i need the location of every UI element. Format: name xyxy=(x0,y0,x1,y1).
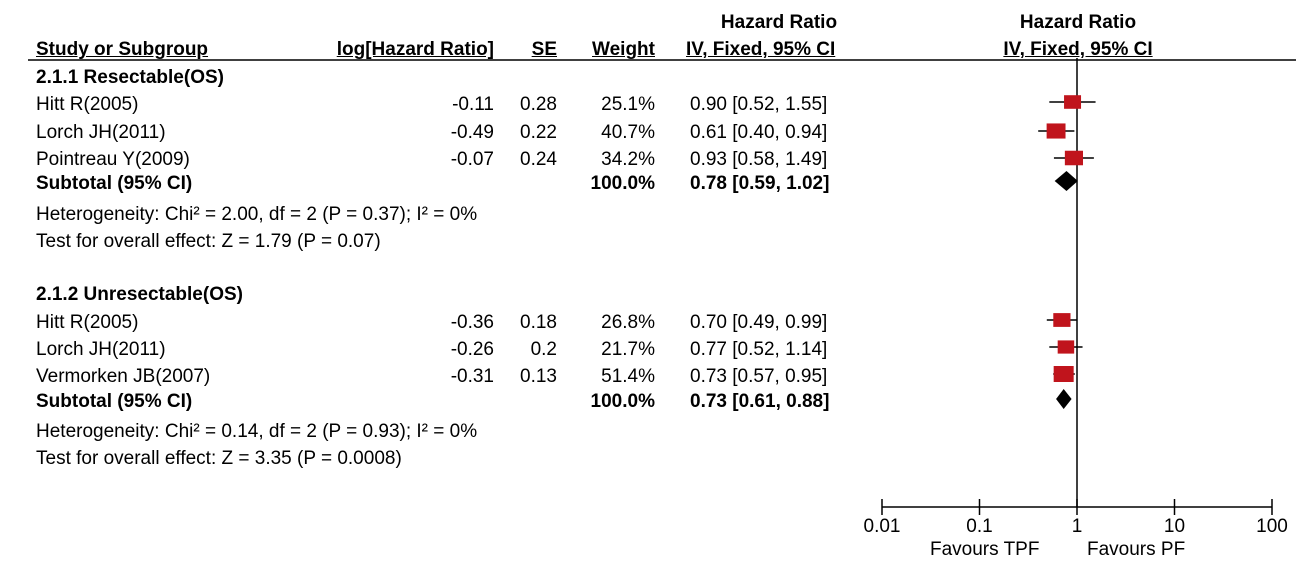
heterogeneity-text: Heterogeneity: Chi² = 0.14, df = 2 (P = … xyxy=(36,421,478,442)
subtotal-ci: 0.78 [0.59, 1.02] xyxy=(690,173,830,194)
study-se: 0.13 xyxy=(520,366,557,387)
study-marker xyxy=(1053,366,1074,382)
study-name: Lorch JH(2011) xyxy=(36,122,166,143)
study-loghr: -0.07 xyxy=(450,149,494,170)
study-weight: 26.8% xyxy=(601,312,655,333)
study-loghr: -0.31 xyxy=(450,366,494,387)
study-se: 0.2 xyxy=(530,339,557,360)
col-weight-header: Weight xyxy=(592,39,655,60)
x-tick-label: 10 xyxy=(1164,516,1185,537)
study-se: 0.28 xyxy=(520,94,557,115)
study-ci: 0.93 [0.58, 1.49] xyxy=(690,149,828,170)
x-tick-label: 1 xyxy=(1072,516,1083,537)
study-weight: 40.7% xyxy=(601,122,655,143)
overall-effect-text: Test for overall effect: Z = 1.79 (P = 0… xyxy=(36,231,381,252)
summary-diamond xyxy=(1056,389,1072,409)
study-ci: 0.70 [0.49, 0.99] xyxy=(690,312,828,333)
study-loghr: -0.36 xyxy=(450,312,494,333)
study-marker xyxy=(1046,123,1066,139)
study-marker xyxy=(1057,340,1075,354)
study-weight: 51.4% xyxy=(601,366,655,387)
col-study-header: Study or Subgroup xyxy=(36,39,209,60)
study-se: 0.18 xyxy=(520,312,557,333)
study-marker xyxy=(1064,150,1084,166)
study-name: Vermorken JB(2007) xyxy=(36,366,211,387)
favours-right-label: Favours PF xyxy=(1087,539,1186,560)
summary-diamond xyxy=(1054,171,1078,191)
study-se: 0.24 xyxy=(520,149,557,170)
x-tick-label: 100 xyxy=(1256,516,1288,537)
subtotal-weight: 100.0% xyxy=(590,391,655,412)
study-marker xyxy=(1053,313,1071,327)
subtotal-label: Subtotal (95% CI) xyxy=(36,391,193,412)
study-ci: 0.61 [0.40, 0.94] xyxy=(690,122,828,143)
col-ci-header: IV, Fixed, 95% CI xyxy=(686,39,836,60)
col-plot-header: IV, Fixed, 95% CI xyxy=(1003,39,1153,60)
hr-title-right: Hazard Ratio xyxy=(1019,12,1137,33)
heterogeneity-text: Heterogeneity: Chi² = 2.00, df = 2 (P = … xyxy=(36,204,478,225)
group-title: 2.1.2 Unresectable(OS) xyxy=(36,284,243,305)
study-weight: 21.7% xyxy=(601,339,655,360)
study-weight: 25.1% xyxy=(601,94,655,115)
study-ci: 0.90 [0.52, 1.55] xyxy=(690,94,828,115)
study-loghr: -0.26 xyxy=(450,339,494,360)
study-ci: 0.77 [0.52, 1.14] xyxy=(690,339,828,360)
study-name: Hitt R(2005) xyxy=(36,94,139,115)
study-loghr: -0.11 xyxy=(452,94,494,115)
subtotal-weight: 100.0% xyxy=(590,173,655,194)
study-name: Lorch JH(2011) xyxy=(36,339,166,360)
study-marker xyxy=(1064,95,1082,109)
subtotal-ci: 0.73 [0.61, 0.88] xyxy=(690,391,830,412)
study-loghr: -0.49 xyxy=(450,122,494,143)
study-name: Pointreau Y(2009) xyxy=(36,149,190,170)
col-loghr-header: log[Hazard Ratio] xyxy=(336,39,494,60)
study-name: Hitt R(2005) xyxy=(36,312,139,333)
hr-title-left: Hazard Ratio xyxy=(720,12,838,33)
overall-effect-text: Test for overall effect: Z = 3.35 (P = 0… xyxy=(36,448,402,469)
col-se-header: SE xyxy=(531,39,557,60)
study-weight: 34.2% xyxy=(601,149,655,170)
x-tick-label: 0.1 xyxy=(966,516,992,537)
group-title: 2.1.1 Resectable(OS) xyxy=(36,67,224,88)
study-se: 0.22 xyxy=(520,122,557,143)
favours-left-label: Favours TPF xyxy=(930,539,1040,560)
x-tick-label: 0.01 xyxy=(864,516,901,537)
subtotal-label: Subtotal (95% CI) xyxy=(36,173,193,194)
study-ci: 0.73 [0.57, 0.95] xyxy=(690,366,828,387)
